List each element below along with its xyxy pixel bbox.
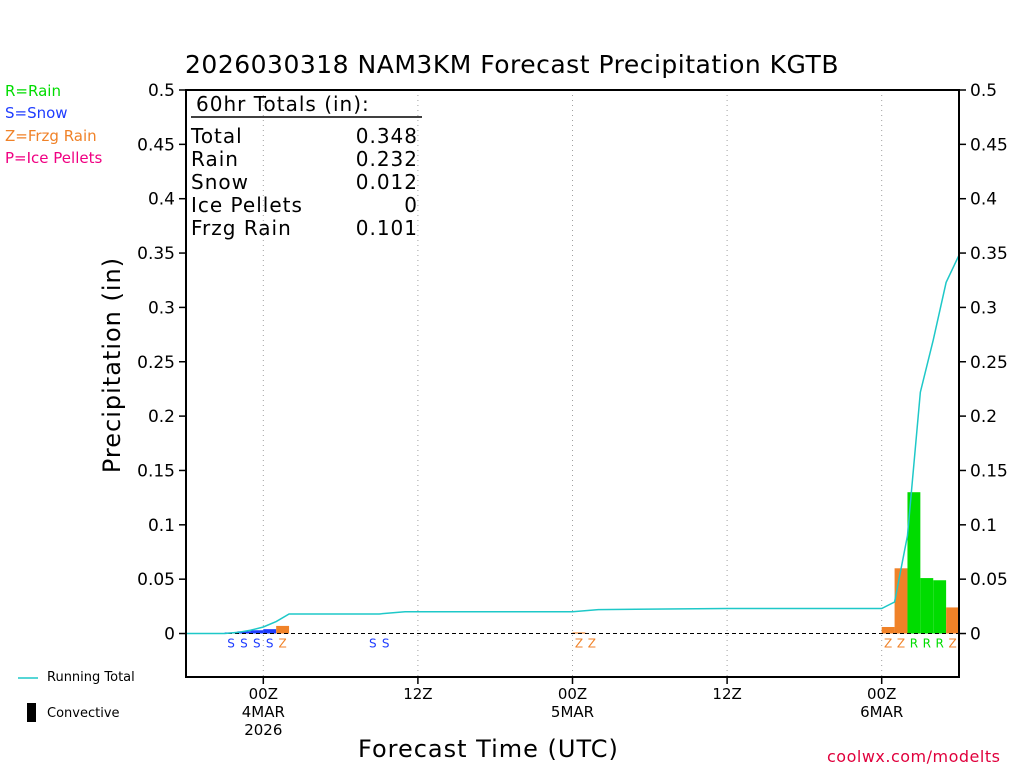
x-tick-label: 12Z <box>403 685 432 703</box>
precip-type-code: Z <box>588 637 596 651</box>
totals-row-value: 0.232 <box>356 147 418 171</box>
totals-row-label: Frzg Rain <box>191 216 292 240</box>
precip-bar-56h <box>894 568 908 634</box>
precip-type-code: Z <box>884 637 892 651</box>
totals-row-label: Snow <box>191 170 249 194</box>
precip-bar-59h <box>933 580 947 634</box>
precip-bar-7h <box>263 629 277 634</box>
y-axis-ticks: 0 0 0.05 0.05 0.1 0.1 0.15 0.15 0.2 0.2 0.25 0.25 0.… <box>137 81 1008 645</box>
y-tick-label-left: 0.1 <box>148 516 175 536</box>
y-tick-label-right: 0.4 <box>970 190 997 210</box>
y-tick-label-left: 0.45 <box>137 135 175 155</box>
legend-rain: R=Rain <box>5 82 61 100</box>
precip-type-code: S <box>227 637 235 651</box>
precip-bar-5h <box>237 631 251 634</box>
y-tick-label-left: 0.15 <box>137 461 175 481</box>
x-tick-label: 2026 <box>244 721 282 739</box>
legend-frzg-rain: Z=Frzg Rain <box>5 127 97 145</box>
chart-title: 2026030318 NAM3KM Forecast Precipitation… <box>185 50 839 79</box>
convective-legend-label: Convective <box>47 706 120 721</box>
y-tick-label-right: 0.05 <box>970 570 1008 590</box>
precip-type-code: Z <box>948 637 956 651</box>
y-tick-label-right: 0.5 <box>970 81 997 101</box>
x-tick-label: 4MAR <box>242 703 285 721</box>
plot-frame <box>185 89 960 678</box>
running-total-line <box>186 254 960 635</box>
precip-type-code: S <box>382 637 390 651</box>
precip-type-code: R <box>910 637 918 651</box>
precip-type-code: S <box>253 637 261 651</box>
y-tick-label-right: 0.15 <box>970 461 1008 481</box>
precip-type-code: Z <box>279 637 287 651</box>
y-tick-label-left: 0.3 <box>148 298 175 318</box>
totals-header: 60hr Totals (in): <box>196 92 370 116</box>
precip-type-code: S <box>266 637 274 651</box>
bars-layer <box>224 492 959 634</box>
totals-row-label: Ice Pellets <box>191 193 303 217</box>
x-tick-label: 00Z <box>867 685 896 703</box>
y-tick-label-right: 0.35 <box>970 244 1008 264</box>
totals-row-label: Total <box>190 124 243 148</box>
precip-bar-55h <box>881 626 895 634</box>
y-tick-label-right: 0 <box>970 625 981 645</box>
y-tick-label-left: 0 <box>164 625 175 645</box>
precip-bar-58h <box>920 578 934 634</box>
convective-legend-swatch <box>27 703 36 722</box>
x-tick-label: 12Z <box>712 685 741 703</box>
y-tick-label-left: 0.05 <box>137 570 175 590</box>
totals-row-label: Rain <box>191 147 239 171</box>
precip-type-code: R <box>936 637 944 651</box>
y-tick-label-right: 0.3 <box>970 298 997 318</box>
y-tick-label-left: 0.4 <box>148 190 175 210</box>
x-tick-label: 00Z <box>249 685 278 703</box>
y-tick-label-left: 0.2 <box>148 407 175 427</box>
totals-row-value: 0 <box>404 193 418 217</box>
legend-snow: S=Snow <box>5 104 68 122</box>
running-total-legend-label: Running Total <box>47 670 135 685</box>
y-tick-label-right: 0.25 <box>970 353 1008 373</box>
precip-type-code: Z <box>897 637 905 651</box>
totals-box: 60hr Totals (in): Total 0.348 Rain 0.232 Snow… <box>190 92 422 240</box>
precip-type-code: S <box>369 637 377 651</box>
precip-bar-31h <box>572 632 586 634</box>
precip-type-code: Z <box>575 637 583 651</box>
x-tick-label: 5MAR <box>551 703 594 721</box>
precip-type-code: S <box>240 637 248 651</box>
y-axis-label: Precipitation (in) <box>98 256 126 474</box>
y-tick-label-right: 0.45 <box>970 135 1008 155</box>
precip-bar-57h <box>907 492 921 634</box>
y-tick-label-right: 0.1 <box>970 516 997 536</box>
credit-link[interactable]: coolwx.com/modelts <box>827 747 1001 766</box>
precip-bar-8h <box>276 625 290 634</box>
precip-bar-6h <box>250 630 264 634</box>
precip-bar-60h <box>946 607 959 634</box>
x-tick-label: 00Z <box>558 685 587 703</box>
precip-type-code: R <box>923 637 931 651</box>
legend-ice-pellets: P=Ice Pellets <box>5 149 103 167</box>
x-axis-label: Forecast Time (UTC) <box>358 735 619 763</box>
y-tick-label-right: 0.2 <box>970 407 997 427</box>
y-tick-label-left: 0.25 <box>137 353 175 373</box>
y-tick-label-left: 0.35 <box>137 244 175 264</box>
x-tick-label: 6MAR <box>860 703 903 721</box>
totals-row-value: 0.012 <box>356 170 418 194</box>
totals-row-value: 0.348 <box>356 124 418 148</box>
totals-row-value: 0.101 <box>356 216 418 240</box>
y-tick-label-left: 0.5 <box>148 81 175 101</box>
